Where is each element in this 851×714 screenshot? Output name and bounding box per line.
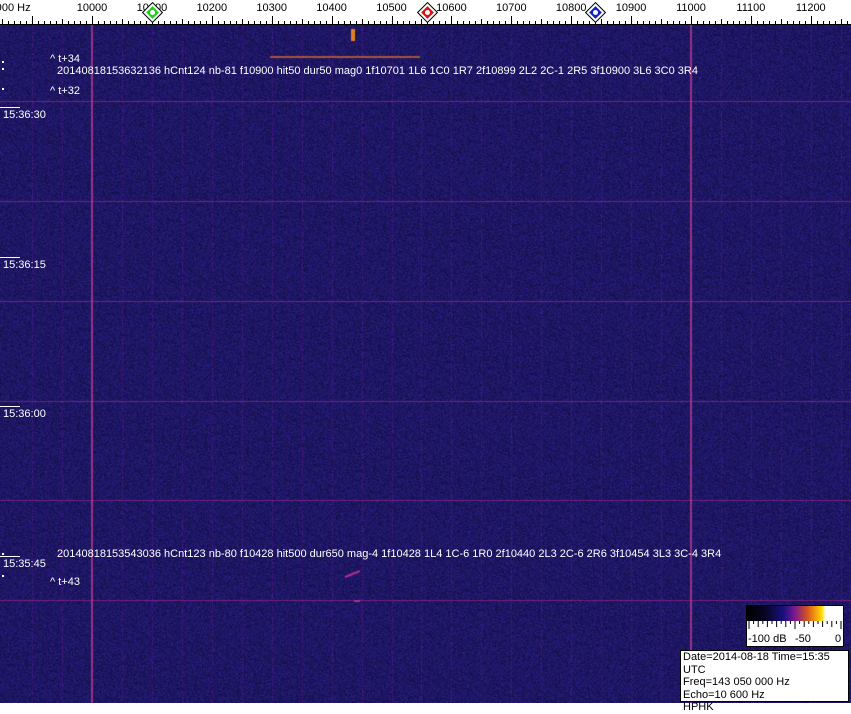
x-tick-label: 10600 xyxy=(436,2,467,14)
colorbar-label-max: 0 xyxy=(835,633,842,645)
time-label: 15:36:30 xyxy=(0,107,46,121)
x-tick-label: 10700 xyxy=(496,2,527,14)
x-tick-label: 10500 xyxy=(376,2,407,14)
x-tick-label: 11100 xyxy=(736,2,766,14)
info-echo: Echo=10 600 Hz xyxy=(683,688,765,701)
event1-offset: ^ t+34 xyxy=(50,53,80,65)
x-tick-label: 11000 xyxy=(676,2,706,14)
x-tick-label: 9900 Hz xyxy=(0,2,31,14)
info-freq: Freq=143 050 000 Hz xyxy=(683,676,790,688)
colorbar-label-mid: -50 xyxy=(795,633,811,645)
info-date-time: Date=2014-08-18 Time=15:35 UTC xyxy=(683,651,830,676)
event1-text: 20140818153632136 hCnt124 nb-81 f10900 h… xyxy=(57,65,698,77)
event2-offset: ^ t+43 xyxy=(50,576,80,588)
colorbar-label-min: -100 dB xyxy=(748,633,787,645)
time-label: 15:36:15 xyxy=(0,257,46,271)
tick-mark xyxy=(2,88,4,90)
event2-text: 20140818153543036 hCnt123 nb-80 f10428 h… xyxy=(57,548,722,560)
x-tick-label: 10900 xyxy=(615,2,647,14)
tick-mark xyxy=(2,553,4,555)
x-tick-label: 10200 xyxy=(196,2,228,14)
time-label: 15:35:45 xyxy=(0,556,46,570)
event1-offset2: ^ t+32 xyxy=(50,85,80,97)
time-label: 15:36:00 xyxy=(0,406,46,420)
colorbar-gradient xyxy=(747,606,843,621)
colorbar-ticks xyxy=(748,621,842,629)
x-tick-label: 10300 xyxy=(256,2,287,14)
colorbar: -100 dB -50 0 xyxy=(746,605,844,647)
waterfall-spectrogram xyxy=(0,25,851,703)
tick-mark xyxy=(2,68,4,70)
x-tick-label: 10400 xyxy=(316,2,347,14)
x-tick-label: 10000 xyxy=(76,2,108,14)
frequency-axis: 9900 Hz100001010010200103001040010500106… xyxy=(0,0,851,25)
tick-mark xyxy=(2,575,4,577)
x-tick-label: 11200 xyxy=(795,2,826,14)
info-box: Date=2014-08-18 Time=15:35 UTC Freq=143 … xyxy=(680,650,849,713)
tick-mark xyxy=(2,61,4,63)
x-tick-label: 10800 xyxy=(555,2,587,14)
